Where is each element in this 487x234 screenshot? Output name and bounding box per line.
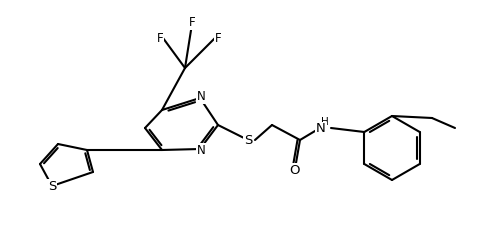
Text: S: S	[48, 179, 56, 193]
Text: H: H	[321, 117, 329, 127]
Text: O: O	[290, 164, 300, 176]
Text: F: F	[215, 32, 221, 44]
Text: N: N	[197, 91, 206, 103]
Text: N: N	[316, 123, 326, 135]
Text: F: F	[188, 17, 195, 29]
Text: N: N	[197, 143, 206, 157]
Text: S: S	[244, 134, 252, 146]
Text: F: F	[157, 32, 163, 44]
